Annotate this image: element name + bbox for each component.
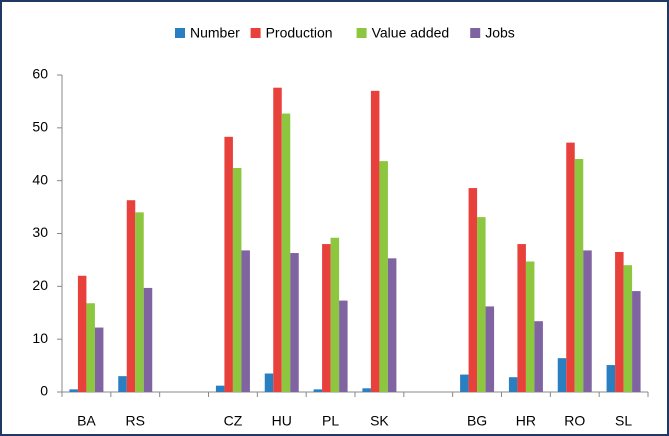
legend-swatch [250,28,261,38]
bar [606,365,616,392]
legend-swatch [470,28,481,38]
bar [94,327,104,392]
bar [126,200,136,392]
bar [290,253,299,392]
bar [339,300,348,392]
bar [118,376,127,392]
y-tick-label: 10 [32,330,48,346]
y-tick-label: 60 [32,66,48,82]
bar [362,388,371,392]
y-tick-label: 50 [32,119,48,135]
bar [77,275,87,392]
legend-swatch [356,28,367,38]
legend-label: Production [266,25,333,41]
bar [387,258,397,392]
x-tick-label: HR [516,413,536,429]
bar [534,321,543,392]
bar [330,237,340,392]
bar [370,90,380,392]
legend-label: Jobs [485,25,515,41]
y-tick-label: 40 [32,171,48,187]
bar [632,291,641,392]
bar [135,212,144,392]
x-tick-label: RO [564,413,585,429]
bar [322,244,331,392]
y-tick-label: 20 [32,277,48,293]
bar [232,167,242,392]
bar [379,161,388,392]
bar [623,265,633,392]
y-tick-label: 0 [40,383,48,399]
bar [215,385,225,392]
bar [615,251,624,392]
bar [281,113,291,393]
x-tick-label: RS [126,413,145,429]
legend-label: Number [190,25,240,41]
x-tick-label: SK [370,413,389,429]
bar [557,358,567,392]
bar [86,303,95,392]
bar [517,244,526,392]
bar [525,261,535,392]
bar [468,188,478,392]
bar [273,87,282,393]
y-tick-label: 30 [32,224,48,240]
bar [574,159,584,392]
x-tick-label: SL [615,413,632,429]
legend-swatch [175,28,185,38]
x-tick-label: HU [272,413,292,429]
bar [460,374,469,392]
bar [313,389,323,392]
bar [485,306,495,392]
x-tick-label: BA [77,413,96,429]
bar [566,142,575,392]
x-tick-label: BG [467,413,487,429]
bar [264,373,274,392]
bar [508,377,518,392]
bar [143,287,153,392]
bar [241,250,250,392]
legend-label: Value added [372,25,450,41]
bar [224,136,233,392]
bar [69,389,78,392]
x-tick-label: CZ [224,413,243,429]
bar [477,217,486,392]
x-tick-label: PL [322,413,339,429]
bar [583,250,592,392]
